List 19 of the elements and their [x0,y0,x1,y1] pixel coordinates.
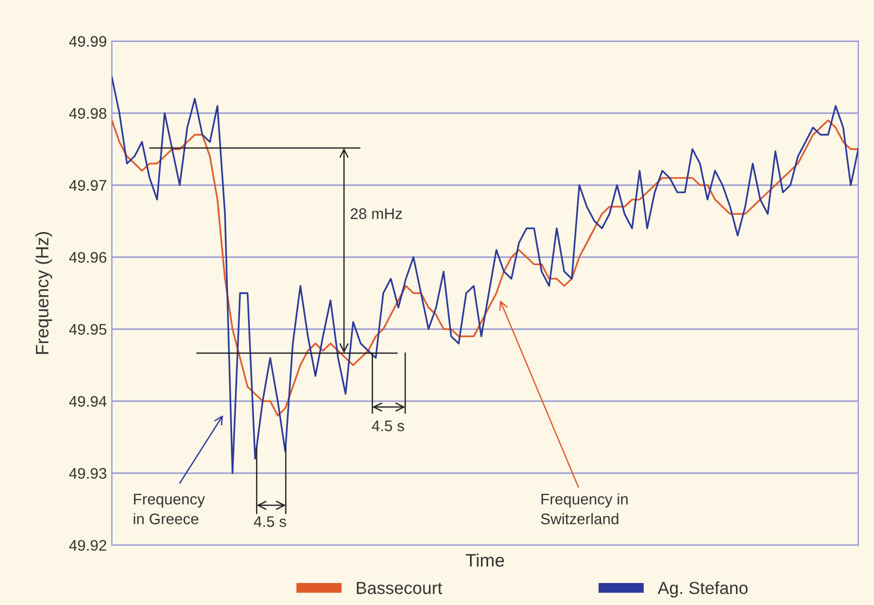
y-tick-label: 49.99 [69,36,106,47]
annotation: Frequency in Switzerland [541,493,628,524]
legend-label: Bassecourt [356,582,442,594]
legend-label: Ag. Stefano [658,581,748,598]
y-tick-label: 49.97 [69,180,106,191]
y-tick-label: 49.94 [69,396,107,407]
y-tick-label: 49.93 [69,468,106,479]
y-tick-label: 49.95 [69,324,106,335]
annotation: 28 mHz [350,208,402,220]
annotation: 4.5 s [254,516,286,528]
y-tick-label: 49.92 [69,540,106,551]
x-axis-title: Time [466,553,504,567]
line-series [112,120,858,416]
y-tick-label: 49.98 [69,108,106,119]
annotation: 4.5 s [372,420,404,432]
y-tick-label: 49.96 [69,252,106,263]
annotation: Frequency in Greece [134,494,205,524]
y-axis-title: Frequency (Hz) [35,232,52,354]
line-series [112,76,858,474]
